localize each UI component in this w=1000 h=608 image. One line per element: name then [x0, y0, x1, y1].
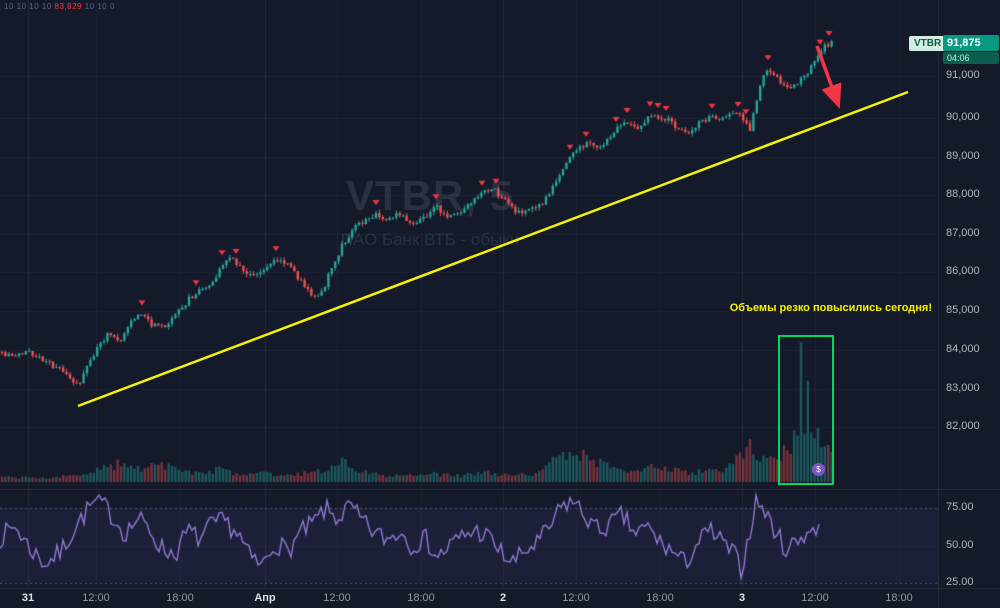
volume-highlight-box[interactable]	[778, 335, 834, 485]
pane-separator[interactable]	[0, 489, 1000, 490]
arrow-annotation[interactable]	[815, 45, 842, 109]
price-axis-separator	[938, 0, 939, 608]
price-axis-label: 89,000	[946, 150, 980, 162]
time-axis-label: 12:00	[801, 592, 829, 604]
ticker-chip: VTBR	[909, 36, 947, 51]
volume-annotation-label[interactable]: Объемы резко повысились сегодня!	[729, 302, 932, 314]
time-axis-label: 18:00	[407, 592, 435, 604]
price-axis-label: 88,000	[946, 188, 980, 200]
price-axis-label: 25.00	[946, 576, 974, 588]
time-axis-label: 12:00	[82, 592, 110, 604]
price-axis-label: 50.00	[946, 539, 974, 551]
time-axis-label: 18:00	[885, 592, 913, 604]
time-axis-label: 2	[499, 592, 507, 604]
trendline[interactable]	[77, 90, 909, 408]
time-axis-separator	[0, 588, 1000, 589]
time-axis-label: 31	[21, 592, 35, 604]
price-axis-label: 75.00	[946, 501, 974, 513]
price-axis[interactable]: 91,000 90,000 89,000 88,000 87,000 86,000 85,0…	[939, 0, 1000, 588]
time-axis-label: 3	[738, 592, 746, 604]
legend-last-value: 83,829	[54, 2, 82, 11]
last-price-badge: 91,875	[943, 35, 999, 51]
price-axis-label: 90,000	[946, 111, 980, 123]
time-axis-label: 12:00	[562, 592, 590, 604]
time-axis-label: 18:00	[646, 592, 674, 604]
price-axis-label: 83,000	[946, 382, 980, 394]
time-axis-label: 12:00	[323, 592, 351, 604]
highlight-icon: $	[812, 463, 825, 476]
legend-values-left: 10 10 10 10	[4, 2, 52, 11]
time-axis-label: Апр	[254, 592, 276, 604]
price-axis-label: 91,000	[946, 69, 980, 81]
legend-values-right: 10 10 0	[84, 2, 115, 11]
legend: 10 10 10 10 83,829 10 10 0	[4, 2, 115, 11]
price-axis-label: 84,000	[946, 343, 980, 355]
price-axis-label: 87,000	[946, 227, 980, 239]
time-axis[interactable]: 31 12:00 18:00 Апр 12:00 18:00 2 12:00 18:00 3 12:…	[0, 589, 1000, 608]
time-axis-label: 18:00	[166, 592, 194, 604]
price-axis-label: 86,000	[946, 265, 980, 277]
price-axis-label: 82,000	[946, 420, 980, 432]
bar-countdown-badge: 04:06	[943, 52, 999, 64]
price-axis-label: 85,000	[946, 304, 980, 316]
